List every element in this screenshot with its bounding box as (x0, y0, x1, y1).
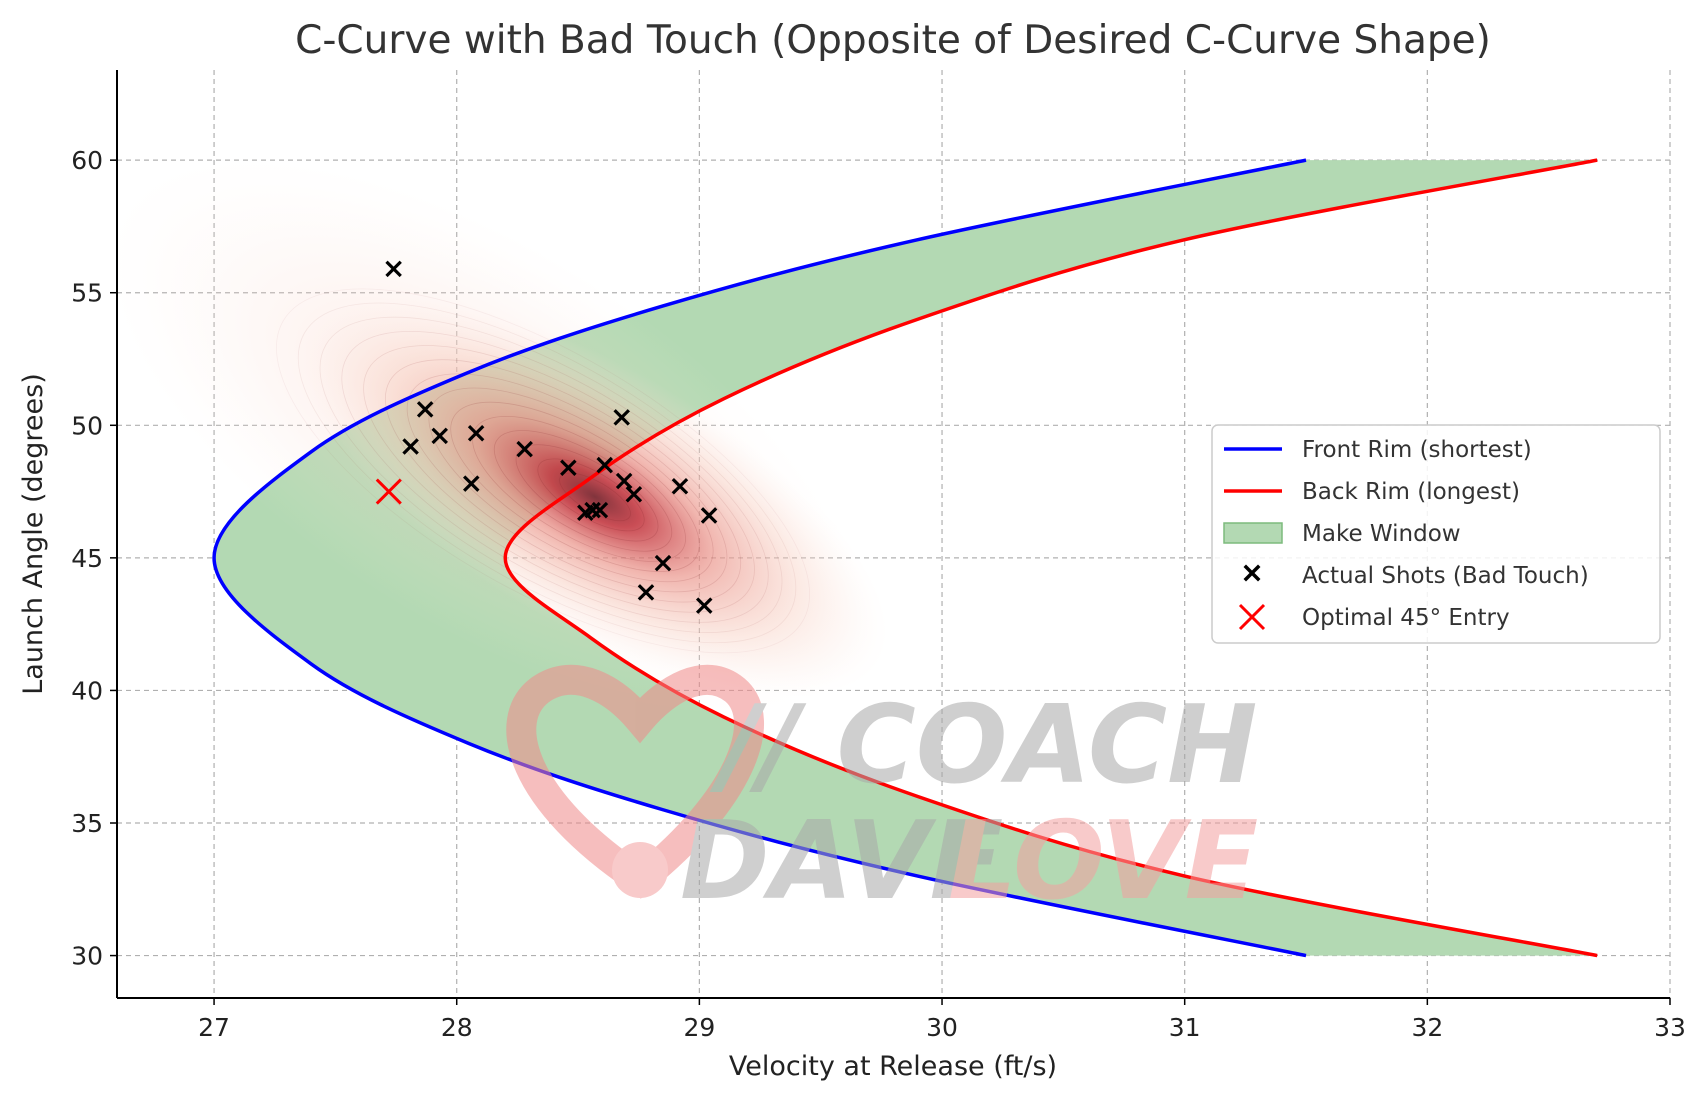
legend-label-actual-shots: Actual Shots (Bad Touch) (1302, 563, 1589, 589)
shot-point (467, 424, 485, 442)
x-tick-label: 27 (198, 1013, 230, 1042)
x-tick-label: 28 (441, 1013, 473, 1042)
x-tick-label: 33 (1654, 1013, 1686, 1042)
density-contour (537, 458, 645, 532)
coach-dave-love-watermark: // COACH DAVE LOVE (506, 664, 1258, 924)
shot-point (615, 472, 633, 490)
legend-box (1211, 424, 1661, 644)
shot-point (516, 440, 533, 458)
shot-point (591, 501, 609, 519)
density-contour (472, 415, 686, 562)
optimal-entry (375, 478, 402, 505)
basketball-logo (612, 842, 668, 898)
ticks: 27 28 29 30 31 32 33 30 35 40 45 50 55 60 (71, 146, 1686, 1042)
y-tick-label: 30 (71, 942, 103, 971)
x-tick-label: 29 (683, 1013, 715, 1042)
y-tick-label: 40 (71, 676, 103, 705)
density-contour (406, 373, 728, 593)
x-tick-label: 31 (1169, 1013, 1201, 1042)
shot-point (416, 401, 434, 418)
front-rim-curve (212, 158, 1307, 958)
legend-swatch-make-window (1223, 522, 1283, 544)
shot-point (596, 456, 614, 474)
actual-shots (385, 260, 718, 614)
density-contour (341, 330, 769, 623)
legend-label-front-rim: Front Rim (shortest) (1302, 437, 1532, 463)
shot-point (700, 507, 718, 524)
shot-point (625, 485, 643, 503)
shot-point (463, 475, 480, 492)
x-tick-label: 32 (1411, 1013, 1443, 1042)
shot-point (560, 459, 577, 476)
y-tick-label: 35 (71, 809, 103, 838)
y-tick-label: 45 (71, 544, 103, 573)
density-contour (384, 359, 742, 603)
density-inner (301, 297, 889, 697)
density-contour (428, 387, 714, 583)
legend-swatch-actual-shots (1243, 564, 1261, 582)
legend: Front Rim (shortest) Back Rim (longest) … (1211, 424, 1661, 644)
legend-label-optimal-entry: Optimal 45° Entry (1302, 605, 1510, 631)
shot-point (431, 427, 448, 445)
legend-swatch-optimal-entry (1238, 603, 1266, 631)
density-contour (297, 302, 797, 644)
density-cloud (117, 157, 889, 716)
x-axis-label: Velocity at Release (ft/s) (729, 1051, 1057, 1082)
y-tick-label: 50 (71, 411, 103, 440)
legend-label-back-rim: Back Rim (longest) (1302, 479, 1520, 505)
shot-point (654, 554, 672, 572)
y-tick-label: 55 (71, 279, 103, 308)
shot-point (385, 260, 402, 278)
watermark-line2-dave: DAVE (680, 799, 1003, 924)
y-tick-label: 60 (71, 146, 103, 175)
density-contour (276, 288, 810, 654)
x-tick-label: 30 (926, 1013, 958, 1042)
shot-point (637, 584, 655, 601)
watermark-line1: // COACH (709, 683, 1257, 808)
density-contour (450, 401, 700, 572)
shot-point (695, 597, 713, 614)
density-contour (493, 430, 673, 552)
back-rim-curve (503, 158, 1598, 958)
optimal-point (375, 478, 402, 505)
y-axis-label: Launch Angle (degrees) (18, 373, 49, 695)
watermark-line2-love: LOVE (948, 799, 1258, 924)
density-contour (363, 345, 755, 613)
shot-point (671, 478, 689, 495)
chart-title: C-Curve with Bad Touch (Opposite of Desi… (295, 18, 1491, 63)
heart-logo (506, 664, 764, 899)
density-contour (319, 316, 783, 633)
shot-point (402, 438, 419, 455)
shot-point (613, 409, 630, 426)
legend-label-make-window: Make Window (1302, 521, 1461, 547)
